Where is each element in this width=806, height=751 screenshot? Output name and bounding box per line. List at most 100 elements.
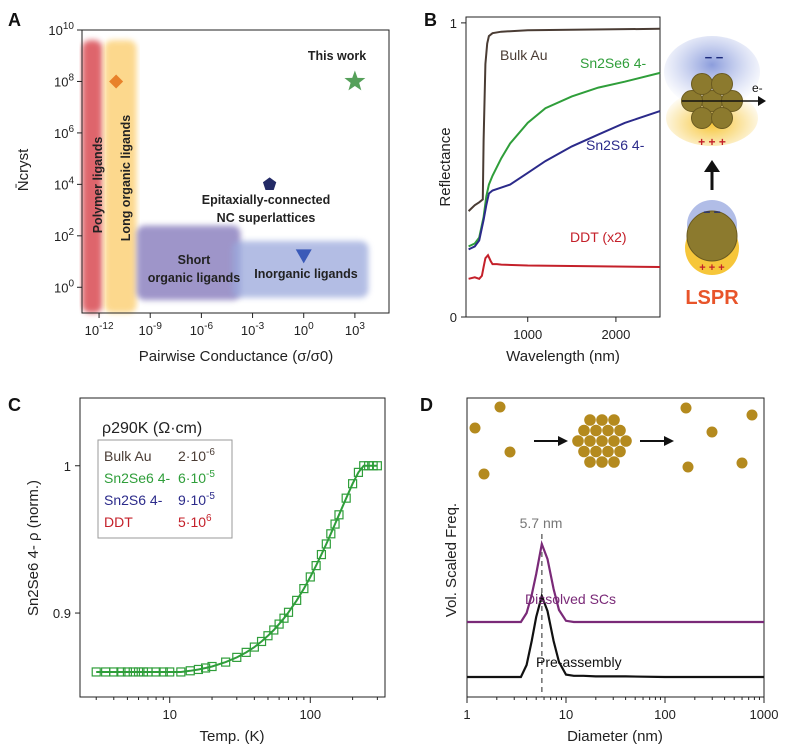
data-point-c	[193, 664, 204, 675]
data-point-c	[151, 667, 161, 677]
region-polymer-ligands	[82, 40, 103, 314]
arrow-dissolve-head	[664, 436, 674, 446]
data-point-c	[341, 493, 351, 503]
assembled-nanocrystal	[590, 445, 602, 458]
assembly-schematic	[469, 401, 758, 480]
minus-charges-single: − −	[703, 205, 720, 219]
x-tick-label-b: 2000	[601, 327, 630, 342]
data-point-c	[221, 657, 231, 667]
dispersed-nanocrystal-right	[736, 457, 748, 469]
label-sn2se6: Sn2Se6 4-	[580, 55, 646, 71]
series-dissolved-scs	[467, 539, 764, 624]
assembled-nanocrystal	[614, 445, 626, 458]
data-point-c	[232, 652, 242, 662]
assembled-nanocrystal	[572, 435, 584, 447]
label-epitaxial-line2: NC superlattices	[217, 211, 316, 225]
assembled-nanocrystal	[590, 424, 602, 437]
assembled-nanocrystal	[578, 445, 590, 458]
label-polymer-ligands: Polymer ligands	[91, 137, 105, 234]
assembled-nanocrystal	[584, 414, 596, 426]
data-point-c	[334, 510, 344, 520]
dispersed-nanocrystal-left	[469, 422, 481, 434]
data-point-c	[207, 661, 217, 672]
y-tick-label-c: 1	[64, 459, 71, 474]
y-tick-label-a: 108	[54, 72, 74, 89]
dispersed-nanocrystal-left	[504, 446, 516, 458]
dispersed-nanocrystal-right	[680, 402, 692, 414]
data-point-c	[305, 572, 315, 582]
dispersed-nanocrystal-right	[706, 426, 718, 438]
label-inorganic-ligands: Inorganic ligands	[254, 267, 358, 281]
data-point-c	[128, 667, 138, 677]
y-tick-label-b: 1	[450, 16, 457, 31]
legend-entry-label: DDT	[104, 514, 133, 530]
x-tick-label-d: 100	[654, 707, 676, 722]
lspr-label: LSPR	[685, 287, 739, 309]
y-axis-label-a: N̄cryst	[15, 148, 32, 191]
x-tick-label-c: 10	[162, 707, 176, 722]
legend-title: ρ290K (Ω·cm)	[102, 420, 202, 437]
data-point-c	[292, 595, 302, 605]
assembled-nanocrystal	[608, 414, 620, 426]
x-axis-label-c: Temp. (K)	[199, 728, 264, 745]
data-point-c	[109, 667, 119, 677]
peak-annotation: 5.7 nm	[520, 515, 563, 531]
x-tick-label-d: 10	[559, 707, 573, 722]
label-long-organic-ligands: Long organic ligands	[119, 115, 133, 241]
legend-entry-label: Bulk Au	[104, 448, 151, 464]
dispersed-nanocrystal-right	[682, 461, 694, 473]
panel-c: C 10 100 0.9 1 ρ290K (Ω·cm) Bulk Au 2·10-6 Sn…	[8, 395, 386, 745]
marker-epitaxially-connected-nc-superlattices	[262, 177, 277, 191]
x-tick-label-b: 1000	[513, 327, 542, 342]
data-point-c	[249, 642, 259, 652]
data-point-c	[321, 539, 331, 549]
x-tick-label-c: 100	[299, 707, 321, 722]
region-long-organic-ligands	[104, 40, 137, 314]
cluster-nanocrystal	[711, 73, 733, 95]
series-pre-assembly	[467, 592, 764, 679]
assembled-nanocrystal	[584, 456, 596, 468]
marker-long-organic-ligands	[109, 74, 124, 89]
y-axis-label-d: Vol. Scaled Freq.	[443, 503, 460, 617]
electron-label: e-	[752, 81, 763, 95]
assembled-nanocrystal	[602, 445, 614, 458]
panel-letter-d: D	[420, 395, 433, 415]
single-nanocrystal	[686, 210, 738, 262]
label-this-work: This work	[308, 49, 366, 63]
y-tick-label-a: 104	[54, 175, 74, 192]
panel-letter-b: B	[424, 10, 437, 30]
data-point-c	[256, 636, 267, 647]
y-tick-label-c: 0.9	[53, 606, 71, 621]
data-point-c	[330, 519, 340, 529]
series-bulk-au	[467, 27, 661, 212]
minus-charges-top: − −	[705, 50, 724, 65]
up-arrow-head	[704, 160, 720, 172]
cluster-nanocrystal	[691, 73, 713, 95]
series-ddt-x2-	[468, 253, 661, 280]
assembled-nanocrystal	[614, 424, 626, 437]
dispersed-nanocrystal-right	[746, 409, 758, 421]
marker-this-work	[344, 70, 366, 91]
data-point-c	[299, 583, 309, 594]
plus-charges-single: + + +	[699, 262, 724, 274]
legend-box	[97, 439, 233, 539]
label-short-line1: Short	[178, 253, 211, 267]
x-tick-label-a: 10-3	[241, 321, 265, 338]
y-tick-label-a: 106	[54, 124, 74, 141]
data-point-c	[201, 663, 211, 673]
panel-letter-a: A	[8, 10, 21, 30]
axes-frame-a	[81, 29, 390, 314]
x-tick-label-a: 10-12	[85, 321, 114, 338]
assembled-nanocrystal	[578, 424, 590, 437]
panel-a-annotations: Polymer ligands Long organic ligands Thi…	[91, 49, 366, 285]
data-point-c	[241, 647, 251, 657]
legend-entry-value: 5·106	[178, 513, 212, 530]
cluster-nanocrystal	[711, 107, 733, 129]
series-sn2s6-4-	[468, 110, 661, 251]
data-point-c	[372, 461, 382, 471]
label-bulk-au: Bulk Au	[500, 47, 547, 63]
label-sn2s6: Sn2S6 4-	[586, 137, 645, 153]
y-axis-label-c: Sn2Se6 4- ρ (norm.)	[25, 480, 42, 616]
